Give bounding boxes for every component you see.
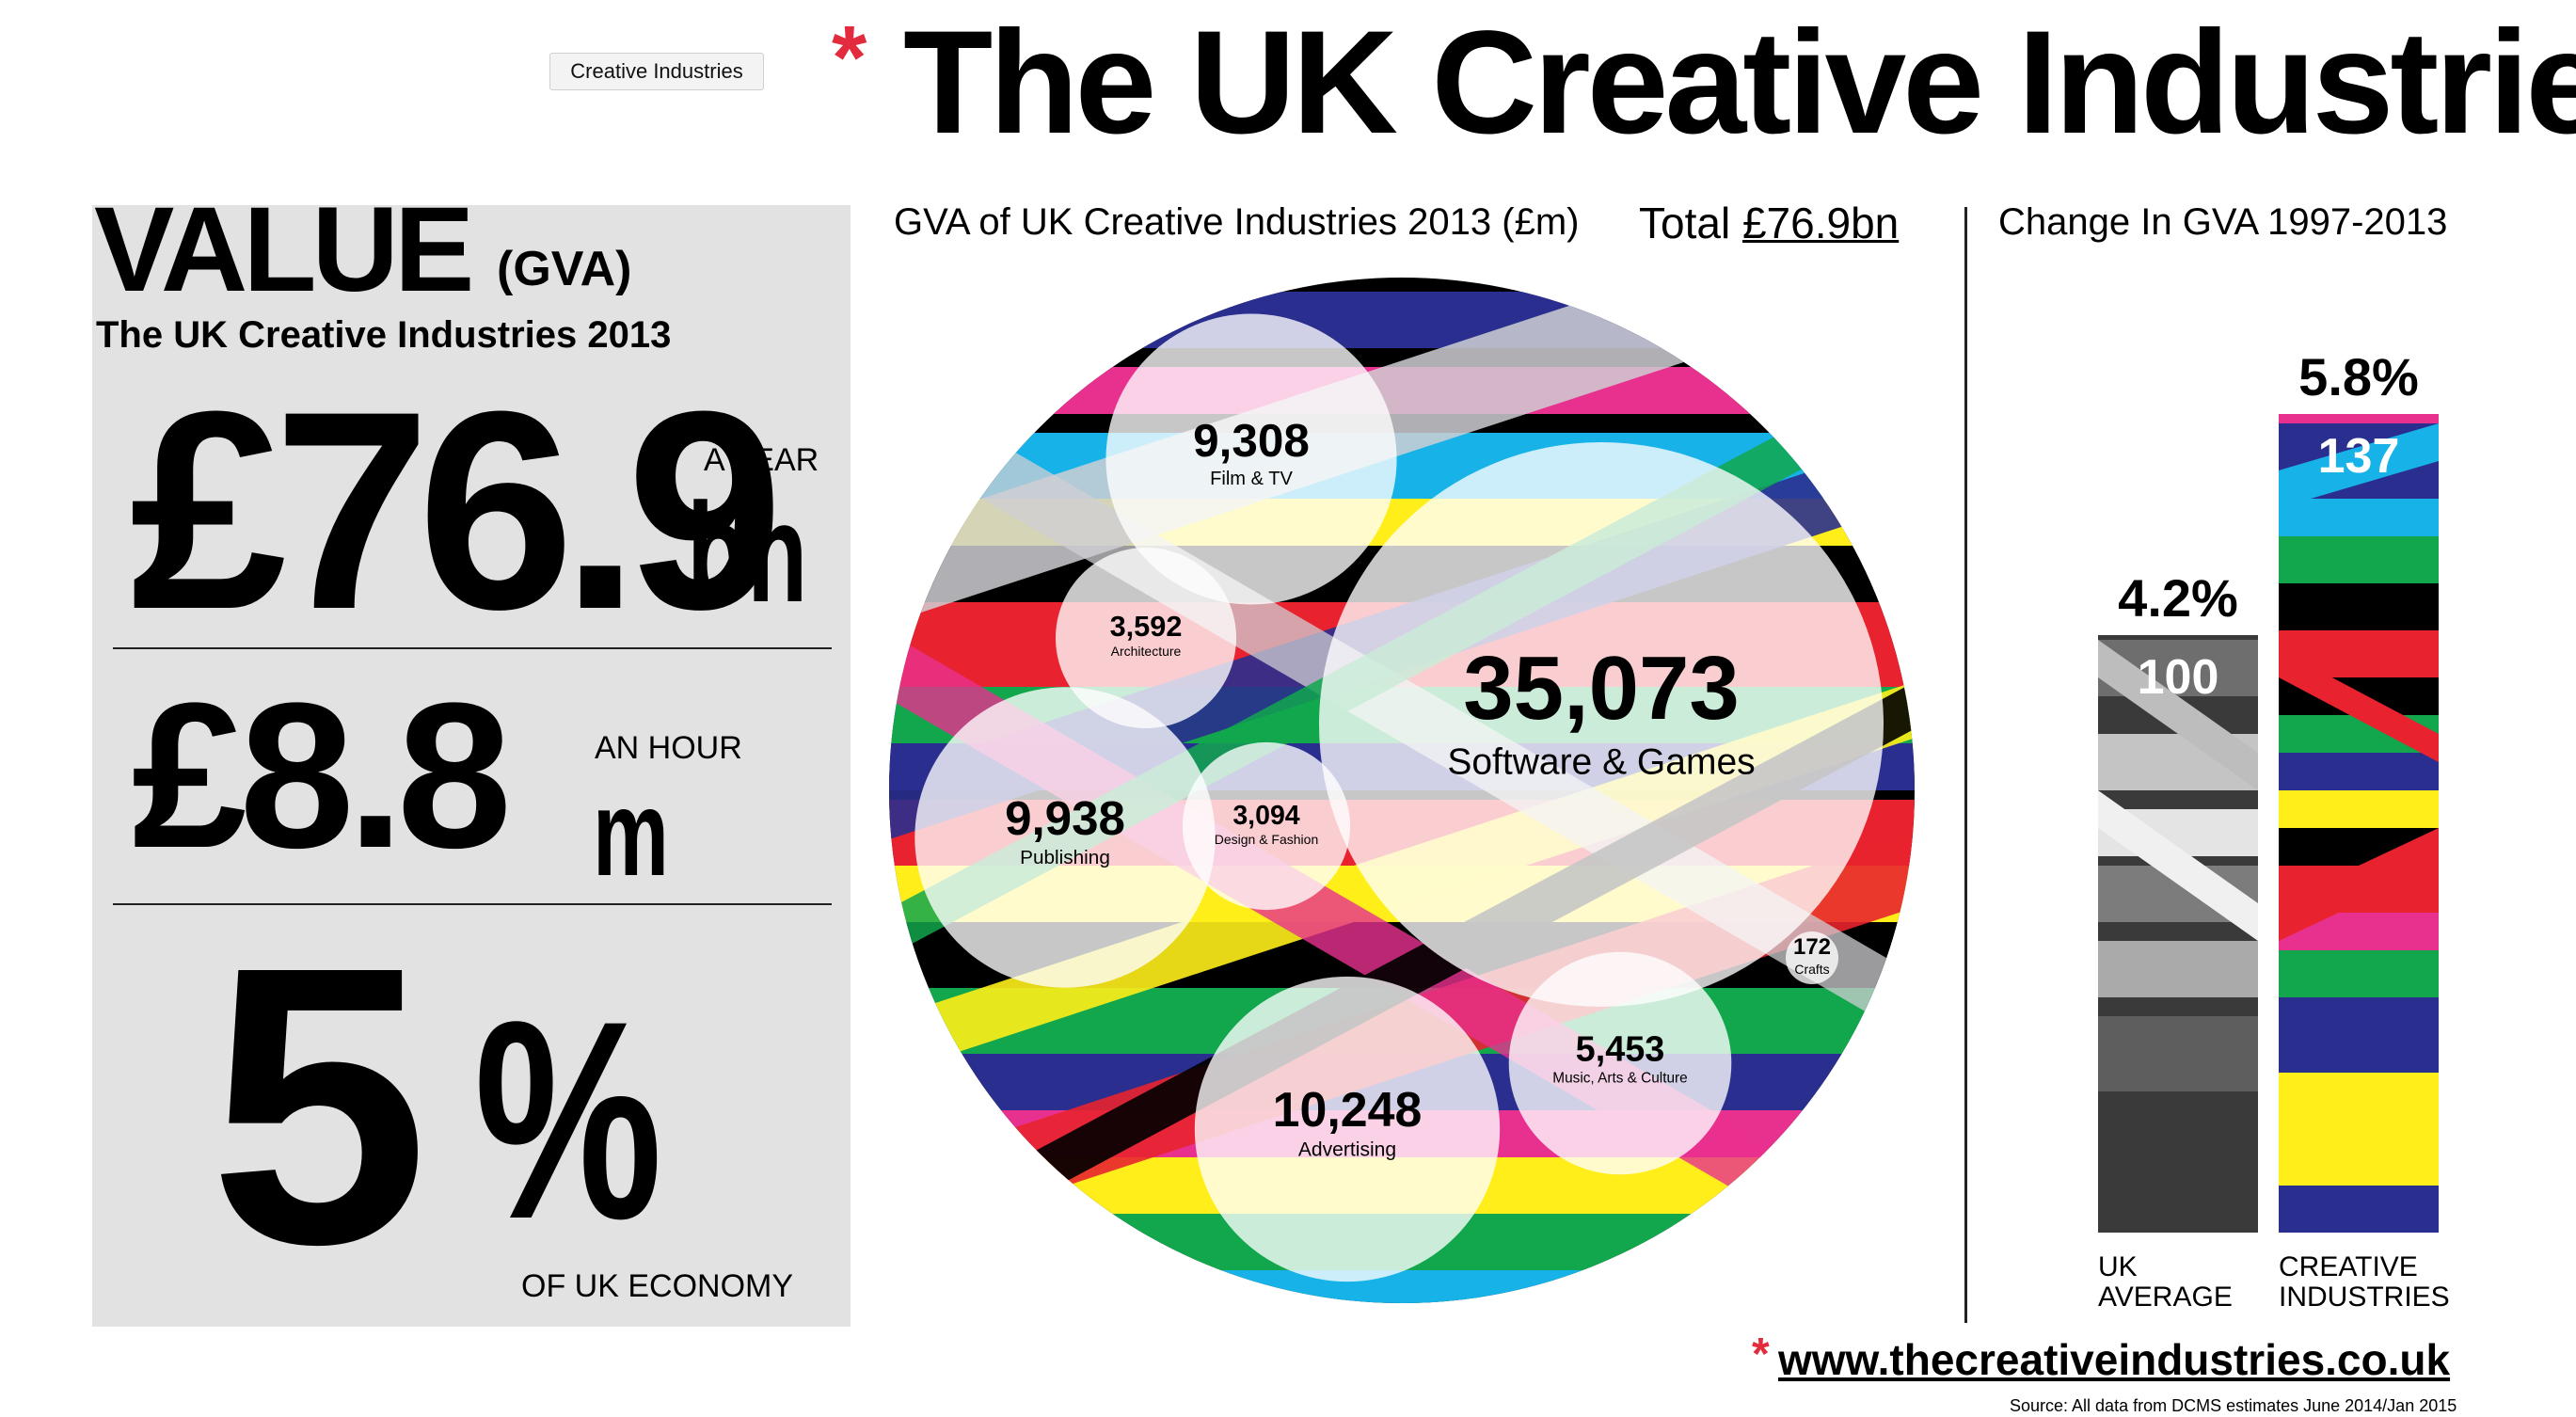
stat-hourly-unit: m — [593, 764, 669, 901]
bar-growth-label: 4.2% — [2118, 568, 2238, 628]
bar-category-label: INDUSTRIES — [2279, 1282, 2450, 1313]
bubble-label: Film & TV — [1210, 469, 1293, 489]
bubble-architecture — [1055, 547, 1237, 729]
bubble-label: Crafts — [1794, 962, 1829, 977]
bubble-label: Music, Arts & Culture — [1552, 1071, 1687, 1087]
bubble-value: 3,094 — [1232, 801, 1299, 831]
page-title: The UK Creative Industries — [903, 1, 2576, 165]
value-panel — [92, 205, 851, 1327]
bubble-advertising — [1194, 976, 1501, 1282]
bar-growth-label: 5.8% — [2298, 347, 2419, 406]
bubble-value: 5,453 — [1576, 1030, 1665, 1070]
union-star-icon: * — [832, 8, 867, 108]
bubble-software-games — [1319, 442, 1884, 1007]
bubble-label: Design & Fashion — [1215, 832, 1319, 847]
bubble-value: 3,592 — [1110, 610, 1183, 643]
bubble-label: Architecture — [1111, 644, 1182, 659]
bar-uk-average — [2098, 634, 2258, 1233]
bubble-value: 10,248 — [1273, 1082, 1423, 1137]
stat-share-unit: % — [474, 962, 663, 1278]
bubble-label: Advertising — [1298, 1138, 1396, 1160]
bubble-publishing — [914, 687, 1216, 988]
bar-category-label: CREATIVE — [2279, 1251, 2418, 1282]
bubble-film-tv — [1105, 313, 1397, 605]
bubble-label: Publishing — [1020, 847, 1110, 868]
website-link[interactable]: www.thecreativeindustries.co.uk — [1778, 1335, 2451, 1384]
bar-chart-title: Change In GVA 1997-2013 — [1998, 201, 2448, 243]
bar-value-label: 137 — [2318, 429, 2400, 484]
value-heading-suffix: (GVA) — [497, 242, 632, 296]
bubble-chart-total: Total £76.9bn — [1639, 198, 1899, 248]
bubble-music-arts-culture — [1508, 951, 1732, 1175]
bubble-value: 172 — [1793, 934, 1831, 960]
stat-annual-label: A YEAR — [704, 442, 819, 478]
stat-hourly-value: £8.8 — [132, 660, 512, 891]
total-label: Total — [1639, 199, 1731, 247]
bar-value-label: 100 — [2138, 650, 2219, 705]
bubble-chart-title: GVA of UK Creative Industries 2013 (£m) — [894, 201, 1580, 243]
section-divider — [1964, 207, 1967, 1323]
bubble-value: 9,308 — [1193, 415, 1310, 467]
tab-label[interactable]: Creative Industries — [549, 53, 764, 90]
total-value: £76.9bn — [1741, 199, 1900, 247]
stat-hourly-label: AN HOUR — [595, 730, 742, 766]
divider — [113, 903, 832, 905]
stat-annual-value: £76.9 — [130, 352, 784, 668]
bubble-value: 35,073 — [1463, 638, 1740, 739]
bar-creative-industries — [2279, 414, 2439, 1233]
source-note: Source: All data from DCMS estimates Jun… — [2010, 1396, 2457, 1415]
stat-share-label: OF UK ECONOMY — [521, 1268, 794, 1304]
value-subheading: The UK Creative Industries 2013 — [96, 314, 672, 356]
bubble-value: 9,938 — [1005, 791, 1125, 845]
bubble-crafts — [1786, 931, 1838, 984]
stat-annual-unit: bn — [687, 473, 808, 631]
bar-category-label: UK — [2098, 1251, 2138, 1282]
bubble-design-fashion — [1182, 741, 1351, 911]
divider — [113, 647, 832, 649]
bar-category-label: AVERAGE — [2098, 1282, 2233, 1313]
value-heading: VALUE — [94, 183, 474, 317]
stat-share-value: 5 — [209, 885, 429, 1327]
bubble-label: Software & Games — [1447, 742, 1755, 783]
union-star-icon: * — [1752, 1329, 1770, 1379]
